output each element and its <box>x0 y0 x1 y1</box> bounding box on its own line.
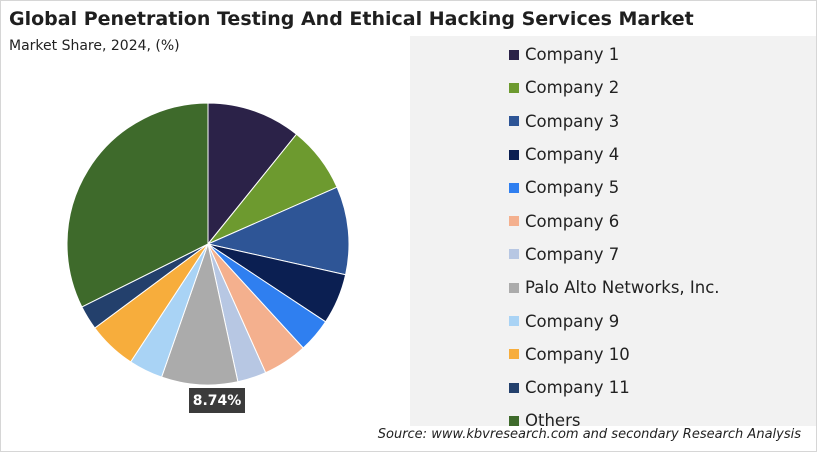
legend-label: Company 4 <box>525 145 620 165</box>
legend-swatch <box>509 349 519 360</box>
legend-swatch <box>509 249 519 260</box>
chart-subtitle: Market Share, 2024, (%) <box>9 38 180 54</box>
legend-swatch <box>509 216 519 227</box>
legend-item-palo-alto-networks-inc: Palo Alto Networks, Inc. <box>509 271 720 304</box>
legend-panel <box>410 36 816 426</box>
chart-legend: Company 1 Company 2 Company 3 Company 4 Comp… <box>509 38 720 438</box>
legend-swatch <box>509 182 519 193</box>
legend-item-company-7: Company 7 <box>509 238 720 271</box>
legend-swatch <box>509 282 519 293</box>
legend-item-company-9: Company 9 <box>509 304 720 337</box>
pie-chart <box>66 102 350 386</box>
legend-item-company-4: Company 4 <box>509 138 720 171</box>
legend-item-company-3: Company 3 <box>509 105 720 138</box>
legend-item-company-10: Company 10 <box>509 338 720 371</box>
legend-label: Company 1 <box>525 45 620 65</box>
legend-item-company-1: Company 1 <box>509 38 720 71</box>
legend-swatch <box>509 316 519 327</box>
legend-label: Company 7 <box>525 244 620 264</box>
legend-item-company-2: Company 2 <box>509 71 720 104</box>
pie-slice-company-1 <box>207 102 298 246</box>
legend-swatch <box>509 49 519 60</box>
legend-item-company-5: Company 5 <box>509 171 720 204</box>
chart-title: Global Penetration Testing And Ethical H… <box>9 8 694 30</box>
legend-item-others: Others <box>509 404 720 437</box>
legend-label: Company 5 <box>525 178 620 198</box>
legend-swatch <box>509 82 519 93</box>
data-label-palo-alto-networks: 8.74% <box>189 388 245 413</box>
legend-item-company-6: Company 6 <box>509 204 720 237</box>
legend-swatch <box>509 149 519 160</box>
legend-swatch <box>509 382 519 393</box>
legend-label: Company 2 <box>525 78 620 98</box>
legend-label: Palo Alto Networks, Inc. <box>525 278 720 298</box>
source-note: Source: www.kbvresearch.com and secondar… <box>377 427 801 442</box>
legend-swatch <box>509 415 519 426</box>
legend-swatch <box>509 116 519 127</box>
legend-label: Company 3 <box>525 111 620 131</box>
legend-label: Company 9 <box>525 311 620 331</box>
legend-label: Others <box>525 411 581 431</box>
pie-slice-company-3 <box>206 186 350 276</box>
legend-label: Company 10 <box>525 344 630 364</box>
pie-slice-others <box>66 102 209 308</box>
legend-item-company-11: Company 11 <box>509 371 720 404</box>
legend-label: Company 11 <box>525 378 630 398</box>
legend-label: Company 6 <box>525 211 620 231</box>
